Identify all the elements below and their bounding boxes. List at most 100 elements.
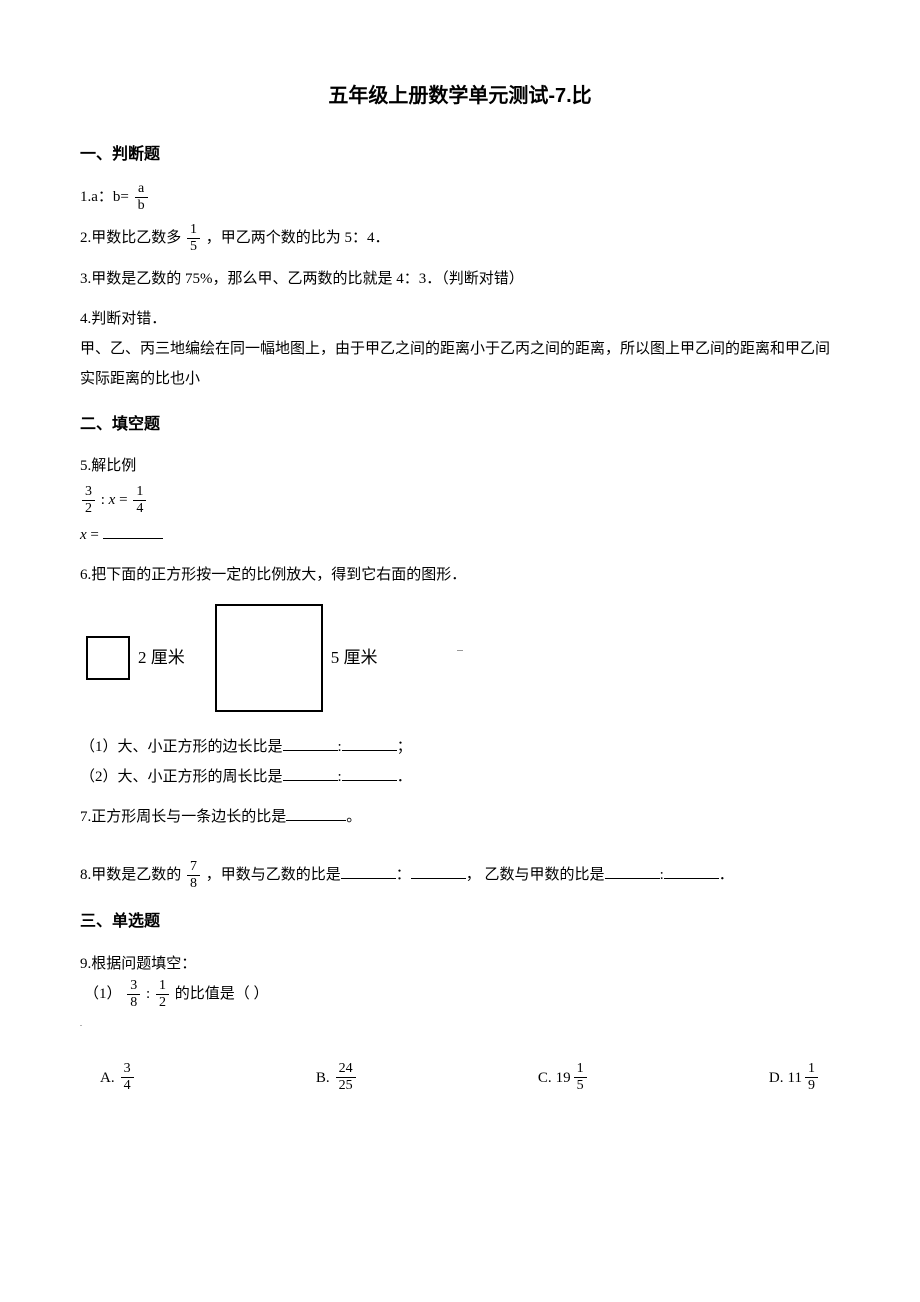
q6-big-label: 5 厘米 [331, 641, 378, 675]
q6-blank1b [342, 735, 397, 751]
q9-f1-den: 8 [127, 995, 140, 1010]
option-b[interactable]: B. 24 25 [316, 1062, 358, 1093]
q5-blank [103, 523, 163, 539]
q2-frac: 1 5 [187, 223, 200, 254]
q5-lhs-num: 3 [82, 485, 95, 501]
q6-blank2b [342, 765, 397, 781]
q8-a: 8.甲数是乙数的 [80, 867, 185, 883]
section-judge: 一、判断题 [80, 142, 840, 168]
q8-blank2b [664, 863, 719, 879]
tiny-mark: . [80, 1016, 840, 1032]
q2-den: 5 [187, 239, 200, 254]
q8-b: ，甲数与乙数的比是 [206, 867, 341, 883]
q6-small-group: 2 厘米 [86, 636, 185, 680]
q1-prefix: 1.a：b= [80, 189, 129, 205]
q8-c: ， 乙数与甲数的比是 [466, 867, 605, 883]
q6-sub2a: （2）大、小正方形的周长比是 [80, 769, 283, 785]
q9-f1: 3 8 [127, 979, 140, 1010]
opt-a-label: A. [100, 1063, 115, 1093]
q6-sub2: （2）大、小正方形的周长比是:． [80, 762, 840, 792]
q1-den: b [135, 198, 148, 213]
option-a[interactable]: A. 3 4 [100, 1062, 136, 1093]
opt-c-mixed: 1915 [556, 1062, 589, 1093]
option-c[interactable]: C. 1915 [538, 1062, 589, 1093]
q7-b: 。 [346, 809, 361, 825]
q2-p1: 2.甲数比乙数多 [80, 230, 185, 246]
question-3: 3.甲数是乙数的 75%，那么甲、乙两数的比就是 4：3．（判断对错） [80, 264, 840, 294]
q8-frac: 7 8 [187, 860, 200, 891]
q9-l1: 9.根据问题填空： [80, 949, 840, 979]
opt-d-num: 1 [805, 1062, 818, 1078]
page-title: 五年级上册数学单元测试-7.比 [80, 80, 840, 112]
question-7: 7.正方形周长与一条边长的比是。 [80, 802, 840, 832]
opt-a-num: 3 [121, 1062, 134, 1078]
q1-num: a [135, 182, 148, 198]
q8-den: 8 [187, 876, 200, 891]
question-1: 1.a：b= a b [80, 182, 840, 213]
q4-l2: 甲、乙、丙三地编绘在同一幅地图上，由于甲乙之间的距离小于乙丙之间的距离，所以图上… [80, 334, 840, 394]
center-mark-icon [457, 650, 463, 651]
q5-colon: : x = [101, 492, 132, 508]
q6-blank1a [283, 735, 338, 751]
small-square-icon [86, 636, 130, 680]
q2-num: 1 [187, 223, 200, 239]
q4-l1: 4.判断对错． [80, 304, 840, 334]
q9-f1-num: 3 [127, 979, 140, 995]
question-8: 8.甲数是乙数的 7 8 ，甲数与乙数的比是：， 乙数与甲数的比是:． [80, 860, 840, 891]
q8-blank1b [411, 863, 466, 879]
q8-num: 7 [187, 860, 200, 876]
opt-b-den: 25 [336, 1078, 356, 1093]
opt-c-num: 1 [574, 1062, 587, 1078]
q6-small-label: 2 厘米 [138, 641, 185, 675]
opt-a-frac: 3 4 [121, 1062, 134, 1093]
q8-blank1a [341, 863, 396, 879]
q8-d: ． [719, 867, 734, 883]
q6-intro: 6.把下面的正方形按一定的比例放大，得到它右面的图形． [80, 560, 840, 590]
question-4: 4.判断对错． 甲、乙、丙三地编绘在同一幅地图上，由于甲乙之间的距离小于乙丙之间… [80, 304, 840, 394]
option-d[interactable]: D. 1119 [769, 1062, 820, 1093]
opt-d-whole: 11 [788, 1063, 802, 1093]
q5-rhs-den: 4 [133, 501, 146, 516]
q6-blank2a [283, 765, 338, 781]
q6-figures: 2 厘米 5 厘米 [86, 604, 840, 712]
q1-frac: a b [135, 182, 148, 213]
q9-f2-num: 1 [156, 979, 169, 995]
opt-b-num: 24 [336, 1062, 356, 1078]
q5-l1: 5.解比例 [80, 451, 840, 481]
q9-sub: （1） 3 8 : 1 2 的比值是（ ） [84, 979, 840, 1010]
opt-c-frac: 15 [574, 1062, 587, 1093]
q9-sub-label: （1） [84, 986, 122, 1002]
q9-options: A. 3 4 B. 24 25 C. 1915 D. 1119 [100, 1062, 820, 1093]
opt-d-label: D. [769, 1063, 784, 1093]
q5-xeq: x = [80, 520, 840, 550]
q9-f2: 1 2 [156, 979, 169, 1010]
q5-rhs: 1 4 [133, 485, 146, 516]
q9-colon: : [146, 986, 154, 1002]
opt-b-frac: 24 25 [336, 1062, 356, 1093]
q9-f2-den: 2 [156, 995, 169, 1010]
q5-lhs-den: 2 [82, 501, 95, 516]
q5-lhs: 3 2 [82, 485, 95, 516]
question-6: 6.把下面的正方形按一定的比例放大，得到它右面的图形． 2 厘米 5 厘米 （1… [80, 560, 840, 792]
q6-sub1: （1）大、小正方形的边长比是:； [80, 732, 840, 762]
opt-d-mixed: 1119 [788, 1062, 820, 1093]
opt-b-label: B. [316, 1063, 330, 1093]
q6-sub1b: ； [397, 739, 412, 755]
opt-a-den: 4 [121, 1078, 134, 1093]
q6-sub2b: ． [397, 769, 412, 785]
opt-c-den: 5 [574, 1078, 587, 1093]
question-5: 5.解比例 3 2 : x = 1 4 x = [80, 451, 840, 550]
q8-blank2a [605, 863, 660, 879]
opt-d-den: 9 [805, 1078, 818, 1093]
opt-c-label: C. [538, 1063, 552, 1093]
question-2: 2.甲数比乙数多 1 5 ，甲乙两个数的比为 5：4． [80, 223, 840, 254]
q6-big-group: 5 厘米 [215, 604, 378, 712]
q9-tail: 的比值是（ ） [175, 986, 269, 1002]
section-fill: 二、填空题 [80, 412, 840, 438]
q2-p2: ，甲乙两个数的比为 5：4． [206, 230, 390, 246]
q6-sub1a: （1）大、小正方形的边长比是 [80, 739, 283, 755]
section-choice: 三、单选题 [80, 909, 840, 935]
opt-c-whole: 19 [556, 1063, 571, 1093]
question-9: 9.根据问题填空： （1） 3 8 : 1 2 的比值是（ ） . A. 3 4… [80, 949, 840, 1093]
q7-blank [286, 805, 346, 821]
